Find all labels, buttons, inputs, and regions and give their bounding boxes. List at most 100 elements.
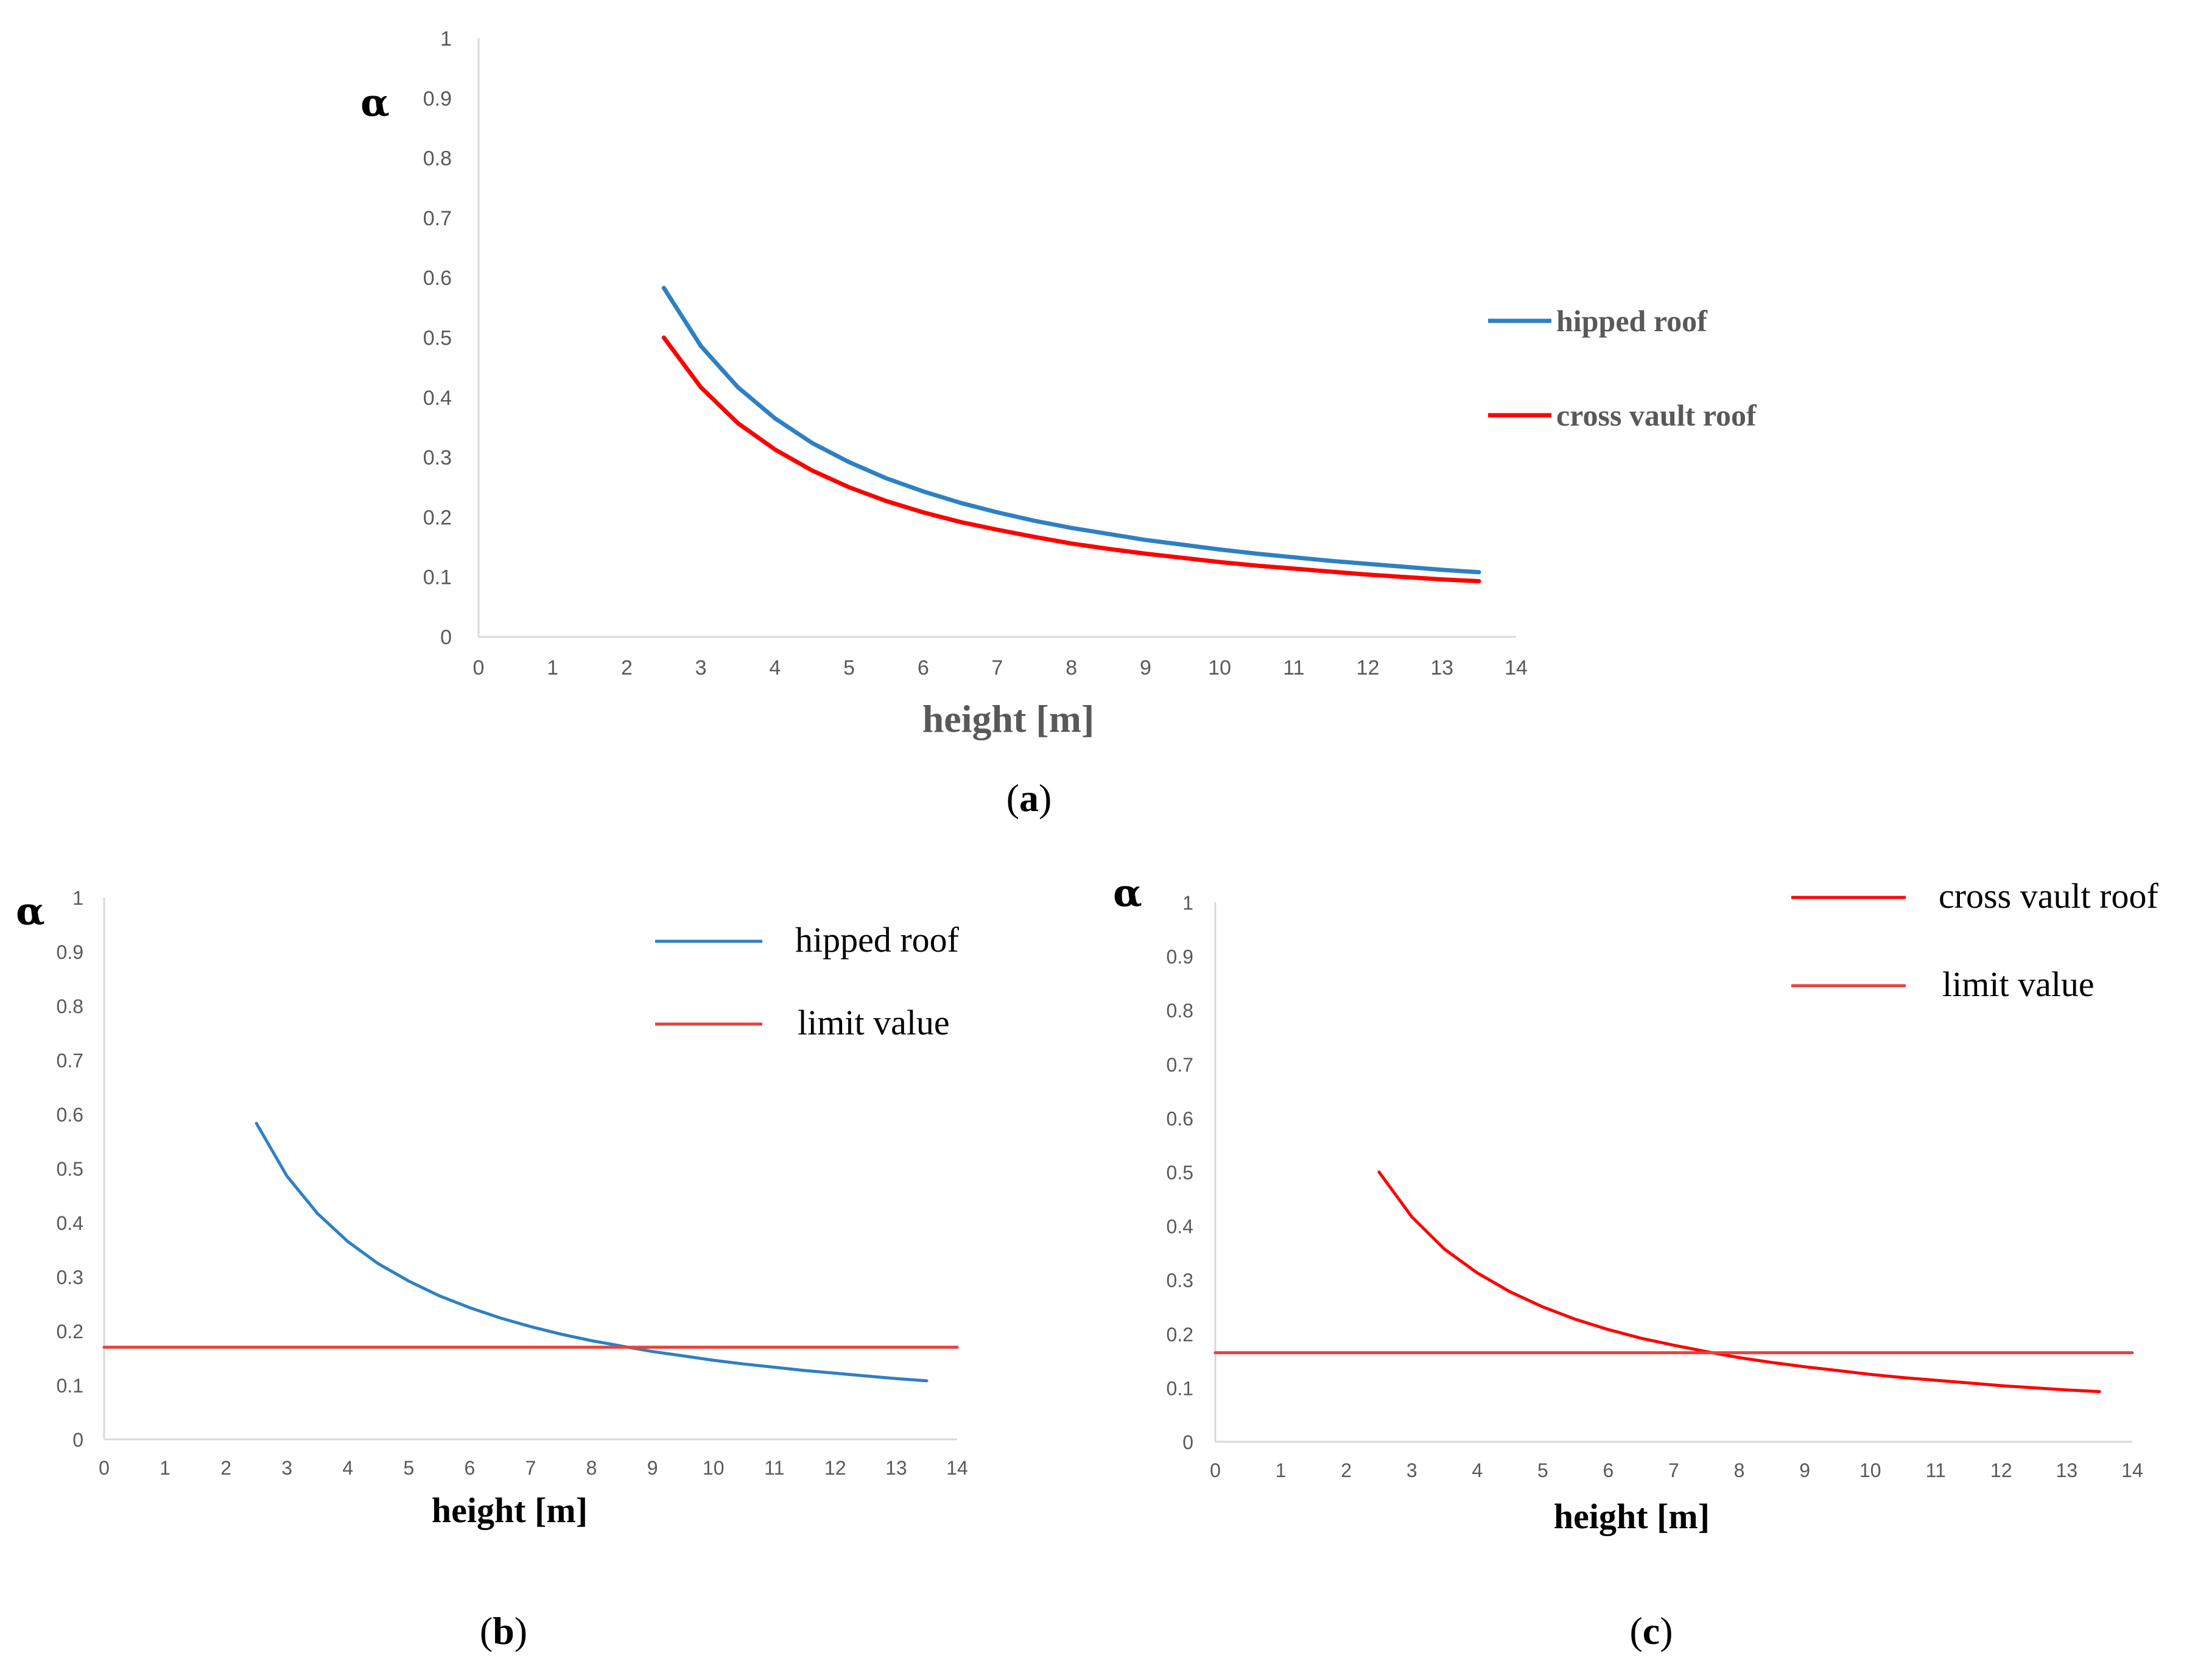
x-tick-label: 10 [1859,1459,1881,1481]
x-tick-label: 14 [1505,656,1528,679]
x-tick-label: 7 [1668,1459,1679,1481]
x-tick-label: 7 [525,1457,536,1479]
x-tick-label: 3 [1406,1459,1417,1481]
chart-panel-b: 0 1 2 3 4 5 6 7 8 9 10 11 12 13 1400.10.20.30.40.50.60… [16,887,968,1652]
chart-panel-a: 0 1 2 3 4 5 6 7 8 9 10 11 12 13 1400.10.20.30.40.50.60… [360,27,1757,820]
panel-label-open: ( [1629,1609,1642,1652]
panel-label-letter: b [493,1609,514,1652]
panel-label: (c) [1629,1609,1673,1652]
x-tick-label: 11 [1926,1459,1946,1481]
y-tick-label: 0.8 [57,995,83,1017]
x-tick-label: 1 [160,1457,170,1479]
y-axis-label: α [360,80,390,125]
x-tick-label: 4 [1472,1459,1483,1481]
x-tick-label: 0 [99,1457,110,1479]
y-tick-label: 0 [1182,1431,1193,1453]
x-tick-label: 8 [586,1457,597,1479]
y-tick-label: 0.8 [1167,1000,1193,1022]
y-tick-label: 0.9 [57,941,83,963]
y-tick-label: 0.7 [1167,1054,1193,1076]
x-tick-label: 2 [1341,1459,1352,1481]
x-tick-label: 6 [1603,1459,1614,1481]
y-tick-label: 0.7 [423,207,452,230]
y-tick-label: 0.2 [1167,1324,1193,1346]
x-tick-label: 11 [1283,656,1304,679]
panel-label: (a) [1006,776,1052,820]
x-tick-label: 5 [1537,1459,1548,1481]
y-tick-label: 0 [440,626,452,649]
y-tick-label: 0.2 [57,1321,83,1343]
panel-label-close: ) [514,1609,527,1652]
x-tick-label: 2 [621,656,633,679]
x-tick-label: 5 [843,656,855,679]
x-tick-label: 3 [695,656,707,679]
x-tick-label: 9 [647,1457,658,1479]
y-tick-label: 0 [72,1429,83,1451]
y-tick-label: 0.5 [1167,1162,1193,1184]
legend-label: limit value [798,1003,950,1042]
x-tick-label: 14 [2121,1459,2143,1481]
x-axis-label: height [m] [922,697,1095,740]
y-tick-label: 0.7 [57,1050,83,1072]
x-tick-label: 14 [946,1457,968,1479]
x-tick-label: 4 [342,1457,353,1479]
y-tick-label: 1 [72,887,83,909]
y-tick-label: 0.5 [57,1158,83,1180]
chart-panel-c: 0 1 2 3 4 5 6 7 8 9 10 11 12 13 1400.10.20.30.40.50.60… [1113,871,2158,1652]
y-tick-label: 0.4 [423,387,452,410]
y-tick-label: 0.3 [423,446,452,469]
legend-label: cross vault roof [1556,398,1757,432]
legend-label: limit value [1942,964,2094,1004]
x-tick-label: 0 [473,656,485,679]
y-tick-label: 0.6 [57,1104,83,1126]
y-tick-label: 0.3 [57,1266,83,1288]
legend-label: hipped roof [1556,304,1708,338]
x-tick-label: 2 [220,1457,231,1479]
x-tick-label: 8 [1066,656,1077,679]
y-axis-label: α [1113,871,1142,915]
x-tick-label: 9 [1140,656,1151,679]
panel-label-letter: c [1643,1609,1660,1652]
x-tick-label: 10 [1208,656,1231,679]
x-tick-label: 1 [1276,1459,1287,1481]
y-tick-label: 0.5 [423,327,452,350]
x-tick-label: 0 [1210,1459,1221,1481]
y-tick-label: 0.6 [1167,1108,1193,1129]
panel-label-open: ( [480,1609,493,1652]
x-tick-label: 3 [281,1457,292,1479]
y-tick-label: 1 [440,27,452,51]
panel-label-close: ) [1660,1609,1673,1652]
series-line-hipped-roof [255,1122,929,1383]
y-tick-label: 0.4 [57,1212,83,1234]
x-tick-label: 7 [992,656,1003,679]
x-tick-label: 5 [403,1457,414,1479]
y-tick-label: 0.9 [1167,946,1193,968]
x-tick-label: 11 [764,1457,784,1479]
legend-label: cross vault roof [1939,876,2158,916]
x-tick-label: 13 [2056,1459,2078,1481]
x-tick-label: 4 [769,656,781,679]
panel-label: (b) [480,1609,527,1652]
x-tick-label: 6 [918,656,929,679]
x-tick-label: 1 [547,656,558,679]
series-line-hipped-roof [661,286,1481,575]
x-tick-label: 12 [1990,1459,2012,1481]
series-line-cross-vault-roof [1377,1170,2101,1394]
y-tick-label: 0.9 [423,87,452,110]
x-tick-label: 10 [703,1457,725,1479]
x-axis-label: height [m] [1554,1497,1710,1536]
y-tick-label: 0.2 [423,506,452,529]
x-axis-label: height [m] [432,1490,588,1530]
x-tick-label: 6 [465,1457,476,1479]
x-tick-label: 8 [1734,1459,1745,1481]
y-tick-label: 0.4 [1167,1216,1193,1238]
x-tick-label: 9 [1799,1459,1810,1481]
x-tick-label: 13 [885,1457,907,1479]
y-tick-label: 0.1 [1167,1377,1193,1399]
y-axis-label: α [16,889,45,933]
y-tick-label: 0.1 [57,1375,83,1397]
x-tick-label: 12 [1357,656,1380,679]
y-tick-label: 0.1 [423,566,452,589]
y-tick-label: 0.6 [423,267,452,290]
